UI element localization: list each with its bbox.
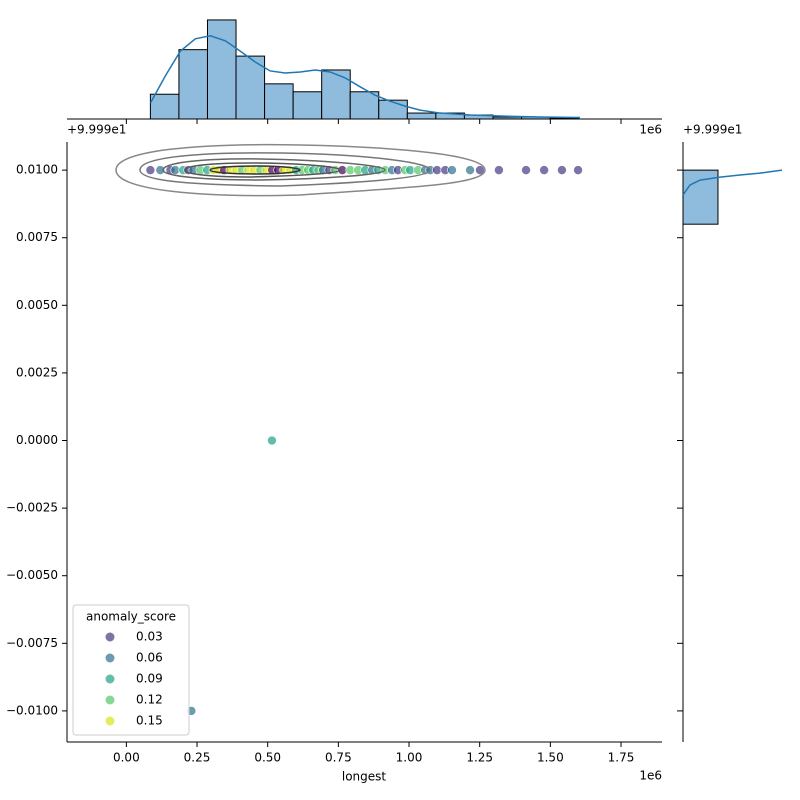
legend-label: 0.09 [136, 672, 163, 686]
x-tick-label: 1.75 [608, 751, 635, 765]
y-offset: +9.999e1 [67, 123, 126, 137]
contour [139, 152, 431, 187]
point [432, 165, 442, 175]
contour [184, 162, 341, 178]
kde-line [682, 169, 783, 196]
x-tick-label: 0.50 [254, 751, 281, 765]
point [155, 165, 166, 175]
x-tick-label: 0.00 [113, 751, 140, 765]
hist-bar [149, 93, 180, 120]
point [465, 165, 475, 175]
y-tick-label: 0.0025 [16, 365, 58, 379]
hist-bar [264, 83, 294, 120]
top-offset: 1e6 [639, 123, 662, 137]
hist-bar [206, 19, 237, 120]
hist-bar [235, 55, 266, 120]
x-tick-label: 0.75 [325, 751, 352, 765]
contour [115, 143, 486, 197]
legend-frame [72, 604, 190, 736]
hist-bar [378, 99, 408, 120]
x-tick-label: 1.25 [466, 751, 493, 765]
point [521, 165, 531, 175]
hist-bar [292, 91, 323, 120]
hist-bar [492, 116, 523, 120]
contour [209, 165, 301, 175]
hist-bar [178, 49, 208, 120]
y-tick-label: −0.0050 [6, 568, 58, 582]
hist-bar [682, 169, 719, 225]
point [573, 165, 583, 175]
y-tick-label: −0.0075 [6, 636, 58, 650]
contour [162, 158, 386, 181]
legend-marker [105, 632, 115, 642]
x-tick-label: 1.00 [396, 751, 423, 765]
x-offset: 1e6 [639, 769, 662, 783]
y-tick-label: −0.0100 [6, 703, 58, 717]
point [494, 165, 504, 175]
point [557, 165, 567, 175]
y-tick-label: 0.0000 [16, 433, 58, 447]
point [267, 435, 277, 446]
legend-label: 0.15 [136, 714, 163, 728]
legend-label: 0.06 [136, 651, 163, 665]
y-tick-label: 0.0050 [16, 298, 58, 312]
legend-title: anomaly_score [86, 610, 176, 624]
legend-label: 0.12 [136, 693, 163, 707]
legend: anomaly_score 0.03 0.06 0.09 0.12 0.15 [72, 604, 190, 736]
legend-marker [105, 674, 115, 684]
point [447, 165, 457, 175]
x-axis-label: longest [342, 770, 387, 784]
legend-label: 0.03 [136, 630, 163, 644]
legend-marker [105, 695, 115, 705]
hist-bar [349, 91, 380, 120]
y-tick-label: −0.0025 [6, 501, 58, 515]
kde-contours [115, 143, 486, 197]
hist-bar [406, 112, 437, 120]
kde-line [149, 35, 581, 119]
y-tick-label: 0.0075 [16, 230, 58, 244]
legend-marker [105, 653, 115, 663]
hist-bar [321, 69, 351, 120]
y-tick-label: 0.0100 [16, 163, 58, 177]
x-tick-label: 0.25 [184, 751, 211, 765]
legend-marker [105, 716, 115, 726]
x-tick-label: 1.50 [537, 751, 564, 765]
point [539, 165, 549, 175]
right-offset: +9.999e1 [683, 123, 742, 137]
point [145, 165, 156, 175]
